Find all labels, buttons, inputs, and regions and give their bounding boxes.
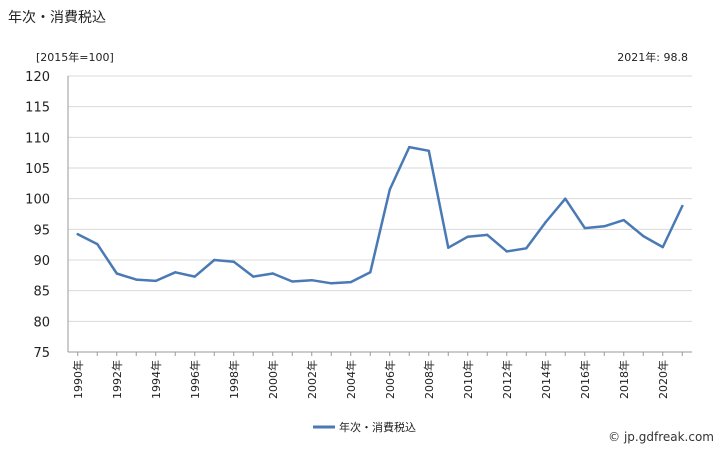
x-tick-label: 2004年 [344, 360, 358, 399]
x-tick-label: 2020年 [656, 360, 670, 399]
data-point [603, 225, 606, 228]
x-tick-label: 2016年 [578, 360, 592, 399]
x-axis-ticks: 1990年 1992年 1994年 1996年 1998年 2000年 2002年 2004年… [71, 352, 683, 399]
x-tick-label: 2018年 [617, 360, 631, 399]
data-point [681, 204, 684, 208]
x-tick-label: 2014年 [539, 360, 553, 399]
data-point [252, 275, 255, 278]
data-point [76, 233, 79, 236]
source-credit: © jp.gdfreak.com [608, 430, 714, 444]
data-point [564, 197, 567, 200]
gridlines [67, 75, 692, 353]
data-point [505, 250, 508, 253]
data-point [154, 279, 157, 283]
unit-label: [2015年=100] [36, 51, 114, 64]
x-tick-label: 1996年 [188, 360, 202, 399]
x-tick-label: 1994年 [149, 360, 163, 399]
data-point [135, 278, 138, 281]
data-point [388, 188, 391, 191]
y-tick-label: 115 [25, 101, 50, 116]
data-point [330, 282, 333, 285]
y-tick-label: 110 [25, 131, 50, 146]
x-tick-label: 1990年 [71, 360, 85, 399]
data-point [642, 234, 645, 238]
data-point [544, 220, 547, 224]
data-point [466, 235, 469, 238]
series-line [76, 145, 684, 285]
y-tick-label: 120 [25, 70, 50, 85]
y-tick-label: 75 [33, 346, 50, 361]
x-tick-label: 1998年 [227, 360, 241, 399]
y-tick-label: 90 [33, 254, 50, 269]
x-tick-label: 2000年 [266, 360, 280, 399]
data-point [408, 145, 411, 149]
data-point [291, 280, 294, 283]
x-tick-label: 1992年 [110, 360, 124, 399]
data-point [447, 246, 450, 249]
data-point [583, 226, 586, 230]
y-tick-label: 95 [33, 223, 50, 238]
legend: 年次・消費税込 [313, 420, 416, 434]
y-axis-ticks: 75 80 85 90 95 100 105 110 115 120 [25, 70, 50, 361]
y-tick-label: 85 [33, 285, 50, 300]
data-point [174, 271, 177, 274]
x-tick-label: 2008年 [422, 360, 436, 399]
data-point [622, 218, 625, 222]
data-point [271, 272, 274, 275]
data-point [486, 233, 489, 237]
latest-value-note: 2021年: 98.8 [617, 51, 688, 64]
data-point [525, 247, 528, 250]
x-tick-label: 2002年 [305, 360, 319, 399]
data-point [96, 242, 99, 246]
y-tick-label: 100 [25, 193, 50, 208]
data-point [232, 260, 235, 264]
data-point [310, 279, 313, 282]
data-point [369, 271, 372, 274]
x-tick-label: 2006年 [383, 360, 397, 399]
data-point [193, 275, 196, 278]
legend-label: 年次・消費税込 [339, 420, 416, 434]
y-tick-label: 80 [33, 315, 50, 330]
data-point [427, 149, 430, 153]
chart-title: 年次・消費税込 [8, 10, 106, 26]
series-layer [76, 145, 684, 285]
data-point [349, 280, 352, 284]
data-point [661, 245, 664, 249]
data-point [213, 258, 216, 262]
y-tick-label: 105 [25, 162, 50, 177]
x-tick-label: 2010年 [461, 360, 475, 399]
x-tick-label: 2012年 [500, 360, 514, 399]
data-point [115, 272, 118, 275]
